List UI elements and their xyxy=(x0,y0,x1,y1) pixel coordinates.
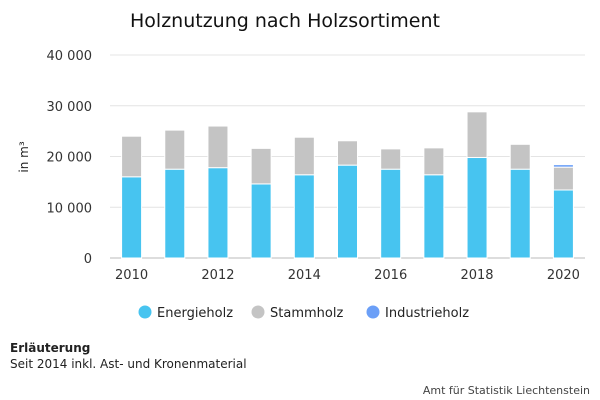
bar-stammholz-2012 xyxy=(207,125,229,169)
x-tick-label: 2012 xyxy=(201,268,234,283)
x-axis-ticks: 2010 2012 2014 2016 2018 2020 xyxy=(115,268,580,283)
bar-energieholz-2013 xyxy=(250,183,272,259)
legend-marker-industrieholz xyxy=(366,305,380,319)
x-tick-label: 2020 xyxy=(547,268,580,283)
y-tick-label: 30 000 xyxy=(47,100,93,115)
bar-energieholz-2020 xyxy=(552,189,574,259)
bar-stammholz-2020 xyxy=(552,166,574,191)
bar-stammholz-2014 xyxy=(293,136,315,176)
legend-label-industrieholz[interactable]: Industrieholz xyxy=(385,306,469,321)
bar-industrieholz-2020 xyxy=(552,164,574,168)
bar-energieholz-2018 xyxy=(466,157,488,259)
note-title: Erläuterung xyxy=(10,341,91,355)
source-credit: Amt für Statistik Liechtenstein xyxy=(422,384,590,397)
bar-energieholz-2012 xyxy=(207,167,229,259)
bars xyxy=(121,111,574,259)
bar-energieholz-2010 xyxy=(121,176,143,259)
legend-marker-energieholz xyxy=(138,305,152,319)
bar-energieholz-2014 xyxy=(293,174,315,259)
note-box: Erläuterung Seit 2014 inkl. Ast- und Kro… xyxy=(10,340,247,372)
legend-label-energieholz[interactable]: Energieholz xyxy=(157,306,233,321)
bar-stammholz-2017 xyxy=(423,147,445,176)
y-axis-label: in m³ xyxy=(17,141,31,172)
bar-stammholz-2015 xyxy=(337,140,358,166)
bar-stammholz-2010 xyxy=(121,135,143,178)
bar-stammholz-2018 xyxy=(466,111,488,159)
bar-stammholz-2019 xyxy=(509,143,531,170)
bar-chart: Holznutzung nach Holzsortiment in m³ 0 10… xyxy=(17,10,585,321)
legend-marker-stammholz xyxy=(251,305,265,319)
bar-stammholz-2011 xyxy=(164,129,186,170)
y-tick-label: 40 000 xyxy=(47,49,93,64)
bar-stammholz-2016 xyxy=(380,148,402,170)
y-tick-label: 10 000 xyxy=(47,201,93,216)
note-text: Seit 2014 inkl. Ast- und Kronenmaterial xyxy=(10,357,247,371)
y-tick-label: 20 000 xyxy=(47,151,93,166)
bar-energieholz-2019 xyxy=(509,168,531,259)
bar-energieholz-2015 xyxy=(337,164,358,259)
x-tick-label: 2016 xyxy=(374,268,407,283)
chart-title: Holznutzung nach Holzsortiment xyxy=(130,10,440,32)
legend: Energieholz Stammholz Industrieholz xyxy=(138,305,469,321)
bar-stammholz-2013 xyxy=(250,147,272,185)
bar-energieholz-2017 xyxy=(423,174,445,259)
y-axis-ticks: 0 10 000 20 000 30 000 40 000 xyxy=(47,49,93,267)
x-tick-label: 2014 xyxy=(288,268,321,283)
x-tick-label: 2010 xyxy=(115,268,148,283)
bar-energieholz-2011 xyxy=(164,168,186,259)
y-tick-label: 0 xyxy=(84,252,92,267)
legend-label-stammholz[interactable]: Stammholz xyxy=(270,306,343,321)
bar-energieholz-2016 xyxy=(380,168,402,259)
x-tick-label: 2018 xyxy=(460,268,493,283)
